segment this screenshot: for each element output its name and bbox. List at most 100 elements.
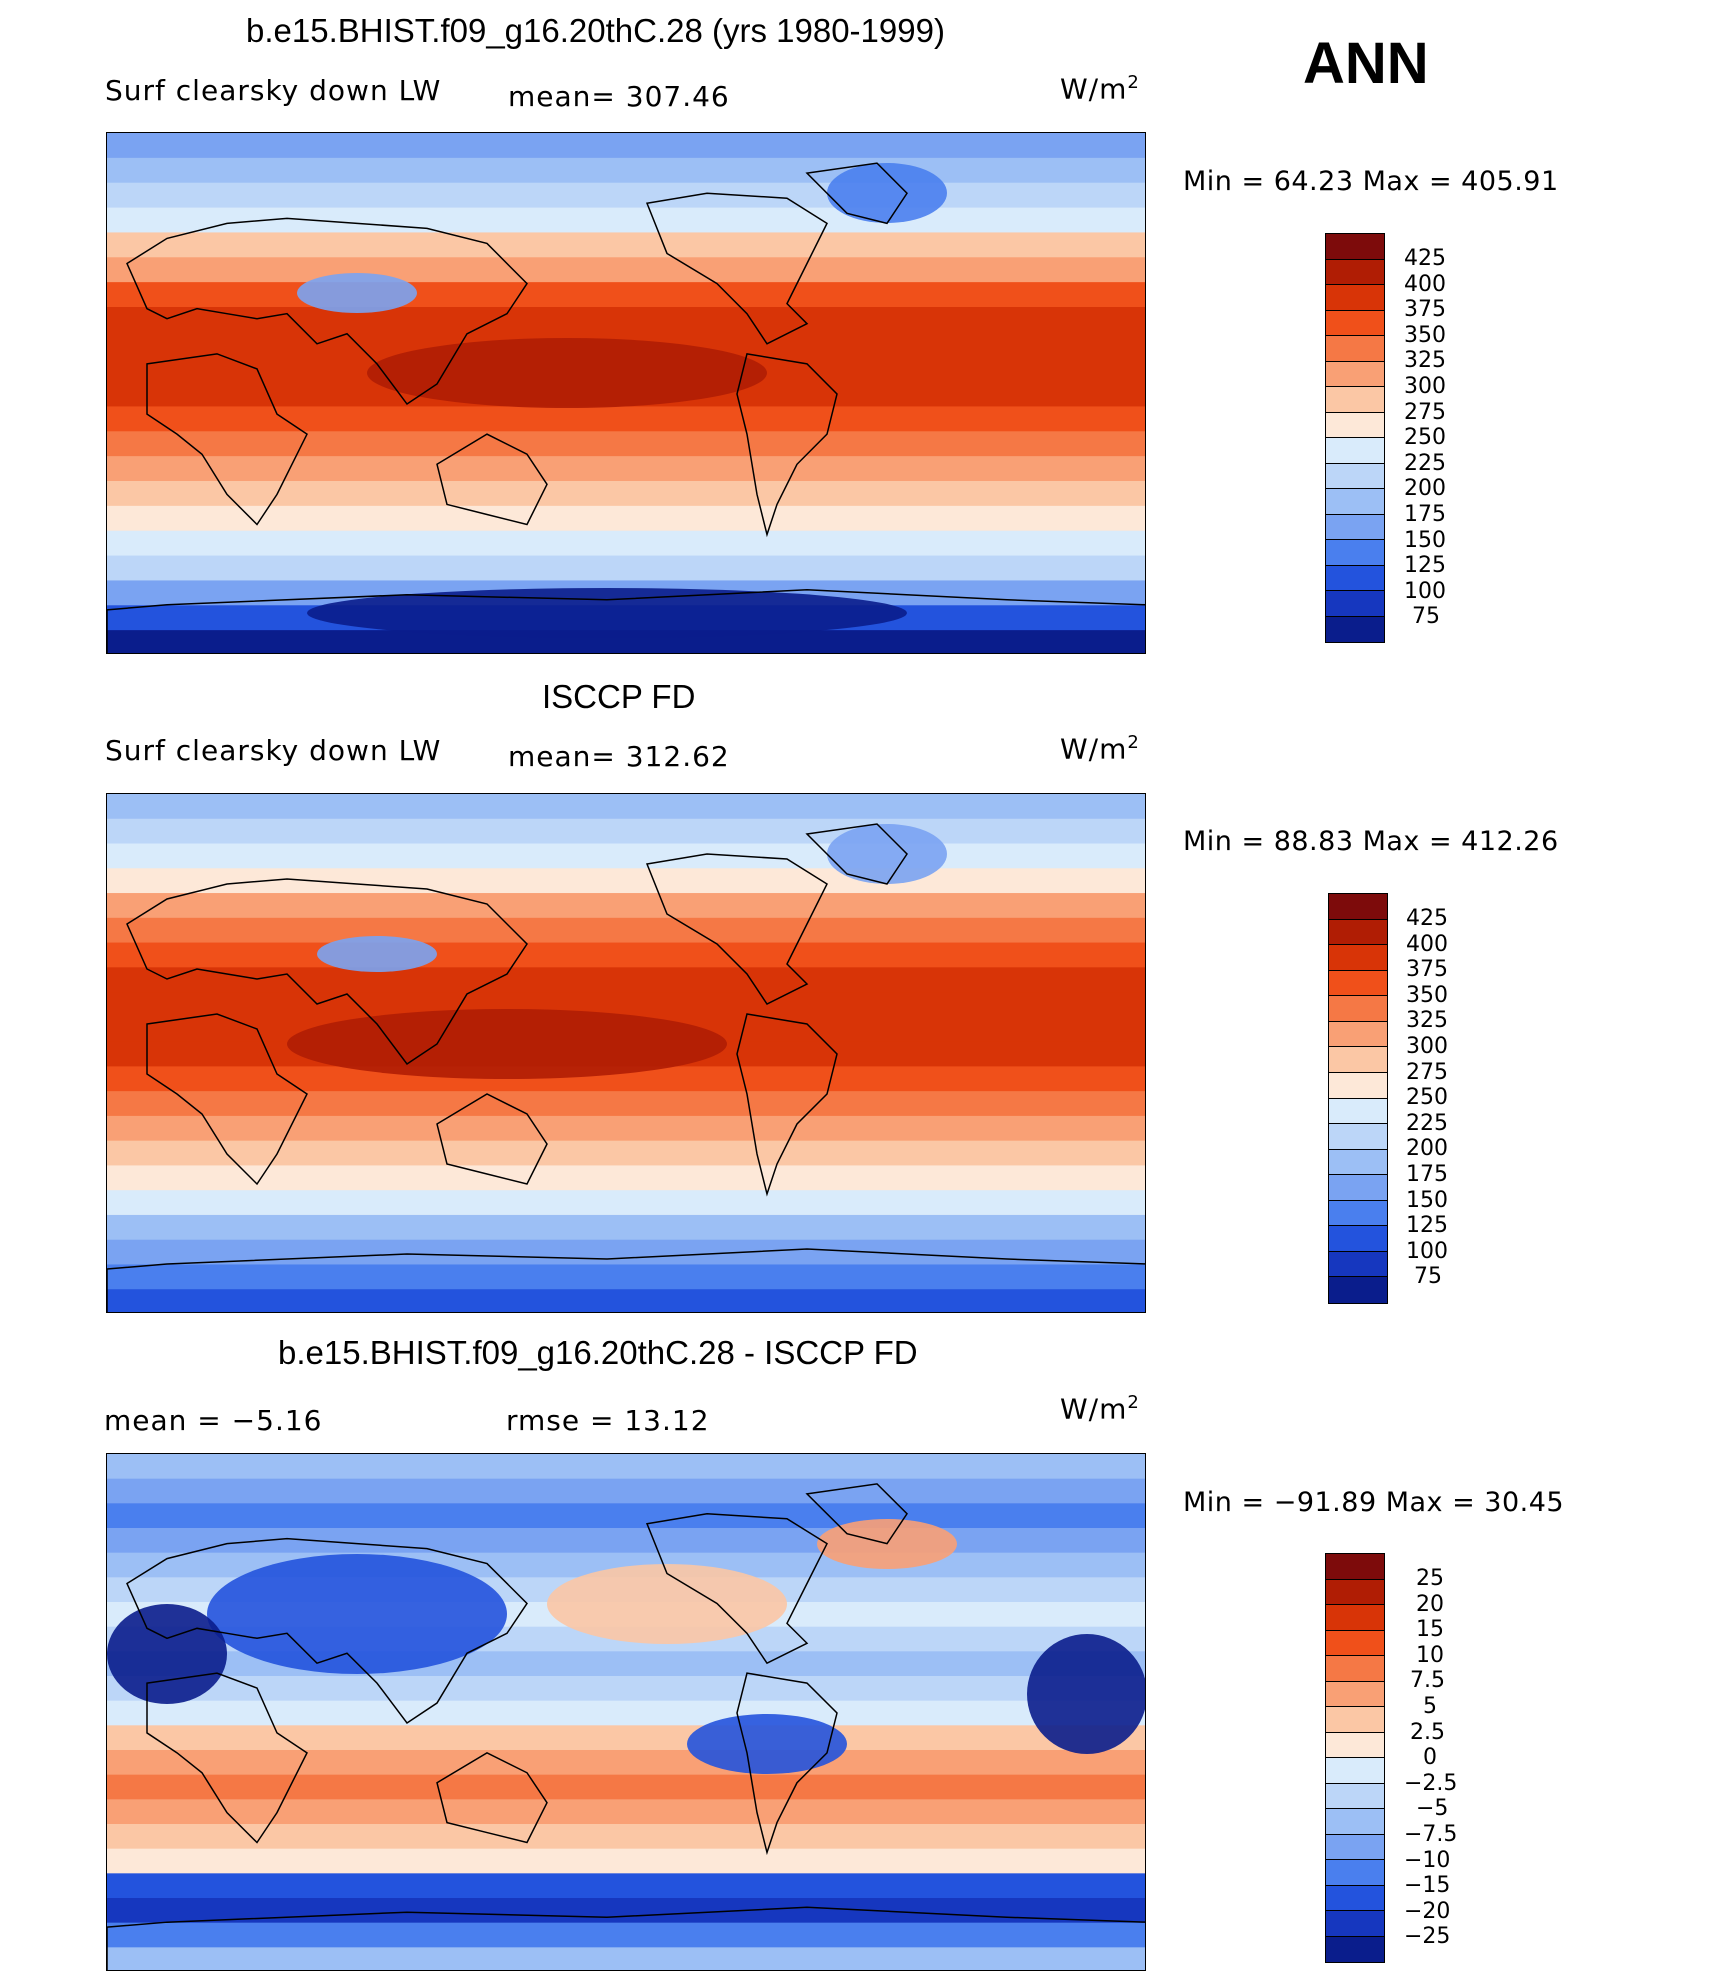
coastline (805, 1483, 908, 1545)
panel2-title: ISCCP FD (542, 678, 696, 715)
coastline (736, 352, 838, 538)
colorbar-swatch (1326, 591, 1384, 617)
colorbar-swatch (1326, 565, 1384, 591)
colorbar-swatch (1326, 438, 1384, 464)
colorbar-swatch (1326, 412, 1384, 438)
coastline (107, 1906, 1145, 1970)
colorbar-label: 75 (1414, 1264, 1442, 1289)
colorbar-label: 175 (1404, 502, 1446, 527)
colorbar-swatch (1329, 945, 1387, 971)
field-band (107, 967, 1145, 994)
field-band (107, 1214, 1145, 1241)
field-band (107, 505, 1145, 532)
field-band (107, 133, 1145, 159)
field-anomaly (297, 273, 417, 313)
colorbar-swatch (1329, 894, 1387, 920)
coastline (805, 823, 908, 885)
panel3-map-field (107, 1454, 1145, 1970)
field-band (107, 1165, 1145, 1192)
coastline (146, 1013, 308, 1186)
panel1-map-field (107, 133, 1145, 653)
colorbar-swatch (1329, 1021, 1387, 1048)
colorbar-label: 300 (1406, 1034, 1448, 1059)
colorbar-swatch (1326, 1758, 1384, 1784)
coastline (126, 878, 528, 1066)
colorbar-label: −2.5 (1404, 1771, 1458, 1796)
panel1-variable: Surf clearsky down LW (105, 74, 442, 107)
colorbar-swatch (1329, 970, 1387, 997)
coastline (736, 1013, 838, 1197)
colorbar-swatch (1326, 1605, 1384, 1631)
panel2-units: W/m2 (1060, 732, 1140, 766)
colorbar-label: −20 (1404, 1899, 1451, 1924)
colorbar-label: 175 (1406, 1162, 1448, 1187)
colorbar-label: 275 (1404, 400, 1446, 425)
field-band (107, 1239, 1145, 1266)
colorbar-swatch (1326, 1885, 1384, 1911)
panel1-units: W/m2 (1060, 72, 1140, 106)
field-band (107, 917, 1145, 944)
coastline (736, 1672, 838, 1856)
panel2-map-field (107, 794, 1145, 1312)
colorbar-label: 125 (1404, 553, 1446, 578)
field-band (107, 1873, 1145, 1899)
field-anomaly (307, 588, 907, 638)
field-band (107, 1528, 1145, 1554)
field-band (107, 794, 1145, 820)
field-anomaly (107, 1604, 227, 1704)
colorbar-swatch (1326, 1732, 1384, 1758)
colorbar-label: 350 (1404, 323, 1446, 348)
field-band (107, 868, 1145, 895)
field-band (107, 157, 1145, 184)
field-band (107, 555, 1145, 582)
panel2-map (106, 793, 1146, 1313)
colorbar-swatch (1326, 234, 1384, 260)
colorbar-swatch (1326, 1656, 1384, 1682)
field-band (107, 431, 1145, 458)
colorbar-label: 100 (1404, 579, 1446, 604)
colorbar-swatch (1326, 259, 1384, 285)
panel2-variable: Surf clearsky down LW (105, 734, 442, 767)
field-band (107, 207, 1145, 234)
colorbar-label: 225 (1406, 1111, 1448, 1136)
field-anomaly (287, 1009, 727, 1079)
colorbar-swatch (1326, 1681, 1384, 1707)
colorbar-label: 325 (1404, 348, 1446, 373)
colorbar-label: 200 (1404, 476, 1446, 501)
colorbar-label: 2.5 (1410, 1720, 1445, 1745)
colorbar-label: 400 (1404, 272, 1446, 297)
panel1-map (106, 132, 1146, 654)
colorbar-swatch (1326, 1707, 1384, 1733)
colorbar-swatch (1326, 540, 1384, 566)
colorbar-label: 5 (1423, 1694, 1437, 1719)
coastline (126, 1537, 528, 1724)
season-label: ANN (1303, 31, 1429, 96)
colorbar-label: 325 (1406, 1008, 1448, 1033)
field-band (107, 1725, 1145, 1751)
colorbar-label: 425 (1404, 246, 1446, 271)
panel1-mean: mean= 307.46 (508, 80, 730, 113)
colorbar-swatch (1329, 1072, 1387, 1099)
field-band (107, 1700, 1145, 1727)
field-band (107, 1947, 1145, 1970)
field-anomaly (367, 338, 767, 408)
colorbar-swatch (1329, 996, 1387, 1022)
colorbar-label: 250 (1406, 1085, 1448, 1110)
field-band (107, 182, 1145, 209)
panel3-map (106, 1453, 1146, 1971)
colorbar-label: 425 (1406, 906, 1448, 931)
colorbar-swatch (1329, 919, 1387, 946)
field-band (107, 282, 1145, 308)
colorbar-label: 225 (1404, 451, 1446, 476)
panel2-minmax: Min = 88.83 Max = 412.26 (1183, 826, 1559, 857)
colorbar-label: 125 (1406, 1213, 1448, 1238)
colorbar-swatch (1329, 1047, 1387, 1073)
colorbar-swatch (1326, 387, 1384, 413)
field-band (107, 1676, 1145, 1702)
field-band (107, 630, 1145, 653)
coastline (107, 588, 1145, 653)
colorbar-label: −5 (1416, 1796, 1449, 1821)
field-band (107, 1190, 1145, 1216)
colorbar-label: 100 (1406, 1239, 1448, 1264)
colorbar-swatch (1326, 514, 1384, 540)
